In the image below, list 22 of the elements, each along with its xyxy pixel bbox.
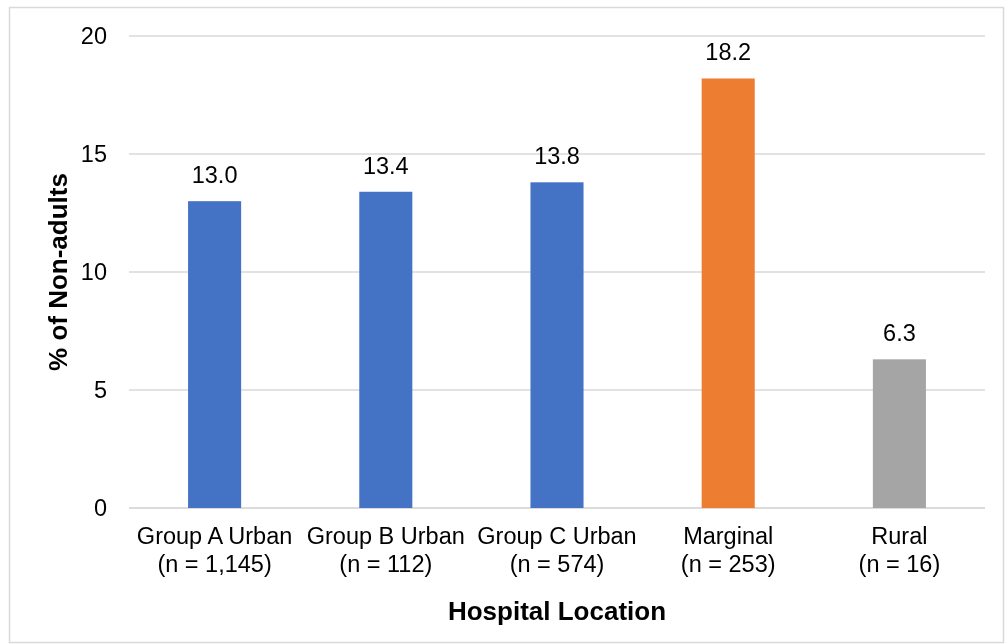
- bar: [872, 359, 926, 508]
- x-tick-label: Group C Urban (n = 574): [477, 523, 637, 577]
- y-tick-label: 20: [80, 23, 107, 50]
- y-tick-label: 5: [93, 377, 107, 404]
- data-label: 13.8: [534, 143, 580, 170]
- bar: [359, 191, 413, 508]
- y-tick-label: 15: [80, 141, 107, 168]
- x-tick-label: Rural (n = 16): [858, 523, 941, 577]
- data-label: 18.2: [705, 39, 752, 66]
- data-label: 13.0: [191, 162, 238, 189]
- x-tick-label: Group B Urban (n = 112): [306, 523, 465, 577]
- data-label: 13.4: [362, 152, 409, 179]
- bar: [701, 78, 755, 508]
- y-tick-label: 10: [80, 259, 107, 286]
- data-label: 6.3: [883, 320, 916, 347]
- bar: [188, 201, 242, 508]
- x-axis-title: Hospital Location: [447, 596, 667, 626]
- x-tick-label: Marginal (n = 253): [680, 523, 776, 577]
- y-tick-label: 0: [93, 495, 107, 522]
- x-tick-label: Group A Urban (n = 1,145): [136, 523, 293, 577]
- y-axis-title: % of Non-adults: [43, 173, 73, 371]
- bar: [530, 182, 584, 508]
